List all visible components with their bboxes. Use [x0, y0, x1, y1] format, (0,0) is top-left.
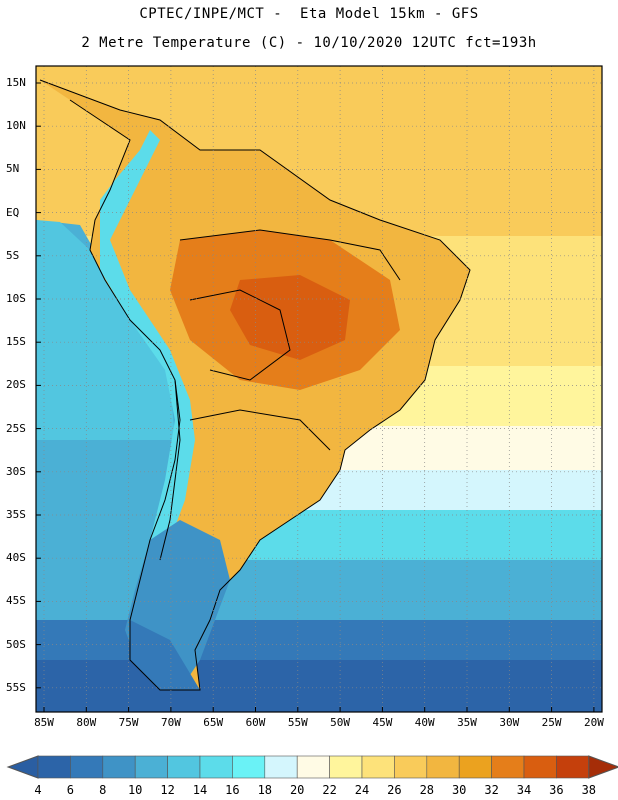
bolivia-border: [189, 289, 291, 381]
map-frame: [35, 65, 603, 713]
colorbar-tick-label: 38: [581, 783, 597, 797]
colorbar-tick-label: 26: [387, 783, 402, 797]
colorbar-over-arrow: [588, 755, 618, 779]
lat-label: 50S: [6, 637, 26, 651]
colorbar-segment: [523, 755, 557, 779]
colorbar-tick-label: 12: [160, 783, 175, 797]
lon-label: 25W: [541, 716, 562, 729]
colorbar-segment: [37, 755, 71, 779]
colorbar-segment: [426, 755, 460, 779]
colorbar-tick-label: 8: [99, 783, 107, 797]
lon-label: 20W: [583, 716, 604, 729]
colorbar-segment: [264, 755, 298, 779]
lat-label: 15N: [6, 76, 26, 89]
colorbar-segment: [458, 755, 492, 779]
southern-tip: [130, 620, 200, 690]
lon-label: 50W: [330, 716, 351, 729]
coastline: [39, 79, 471, 691]
argentina-border: [189, 409, 331, 451]
lat-label: 45S: [6, 594, 26, 608]
colorbar-tick-label: 4: [34, 783, 42, 797]
colorbar-segment: [491, 755, 525, 779]
colorbar-tick-label: 36: [549, 783, 564, 797]
colorbar-segment: [102, 755, 136, 779]
lon-label: 30W: [499, 716, 520, 729]
colorbar-segment: [199, 755, 233, 779]
colorbar-tick-label: 16: [225, 783, 240, 797]
ocean-cold-band: [36, 560, 602, 620]
colorbar-tick-label: 34: [516, 783, 532, 797]
lat-label: 5S: [6, 248, 20, 262]
colorbar-tick-label: 14: [192, 783, 208, 797]
lon-label: 35W: [457, 716, 477, 729]
colorbar-tick-label: 10: [127, 783, 143, 797]
lon-label: 85W: [34, 716, 54, 729]
andes-strip: [100, 130, 195, 560]
interior-hottest-zone: [230, 275, 350, 360]
lat-label: 40S: [6, 551, 26, 565]
lon-label: 40W: [414, 716, 435, 729]
title-line-2: 2 Metre Temperature (C) - 10/10/2020 12U…: [81, 35, 537, 51]
lat-label: 35S: [6, 508, 26, 521]
pacific-cool-coast: [36, 220, 175, 440]
colorbar-segment: [167, 755, 201, 779]
chile-border: [159, 379, 181, 561]
colorbar-segment: [232, 755, 266, 779]
colorbar-segment: [70, 755, 104, 779]
title-line-1: CPTEC/INPE/MCT - Eta Model 15km - GFS: [139, 6, 479, 22]
lon-label: 75W: [118, 716, 139, 729]
lat-label: 10N: [6, 119, 26, 133]
lat-label: 30S: [6, 464, 26, 478]
colorbar-tick-label: 22: [322, 783, 337, 797]
lat-label: 25S: [6, 421, 26, 435]
lat-label: 10S: [6, 292, 26, 305]
ocean-colder-band: [36, 620, 602, 660]
colorbar-tick-label: 18: [257, 783, 273, 797]
colorbar-segment: [329, 755, 363, 779]
axis-ticks: [36, 82, 595, 712]
colorbar-tick-label: 30: [451, 783, 467, 797]
lon-label: 65W: [203, 716, 224, 729]
lat-label: 20S: [6, 378, 26, 392]
lon-label: 80W: [76, 716, 97, 729]
colorbar-tick-label: 20: [289, 783, 305, 797]
colorbar-segment: [394, 755, 428, 779]
lat-label: 5N: [6, 162, 20, 176]
lat-label: 55S: [6, 680, 26, 694]
colorbar-tick-label: 6: [66, 783, 74, 797]
colorbar-segment: [361, 755, 395, 779]
lat-label: EQ: [6, 205, 20, 219]
ocean-polar-band: [36, 660, 602, 712]
lon-label: 70W: [160, 716, 181, 729]
colorbar: [6, 755, 618, 779]
colorbar-tick-label: 32: [484, 783, 499, 797]
lat-label: 15S: [6, 335, 26, 349]
brazil-border: [179, 229, 401, 281]
country-borders: [39, 79, 471, 691]
colorbar-under-arrow: [6, 755, 39, 779]
colorbar-segment: [296, 755, 330, 779]
south-america-land: [40, 80, 470, 690]
lon-label: 45W: [372, 716, 393, 729]
colorbar-segment: [556, 755, 590, 779]
colorbar-segment: [134, 755, 168, 779]
map-field: [36, 66, 602, 712]
lon-label: 55W: [287, 716, 308, 729]
colorbar-tick-label: 24: [354, 783, 370, 797]
colorbar-tick-label: 28: [419, 783, 435, 797]
lon-label: 60W: [245, 716, 266, 729]
